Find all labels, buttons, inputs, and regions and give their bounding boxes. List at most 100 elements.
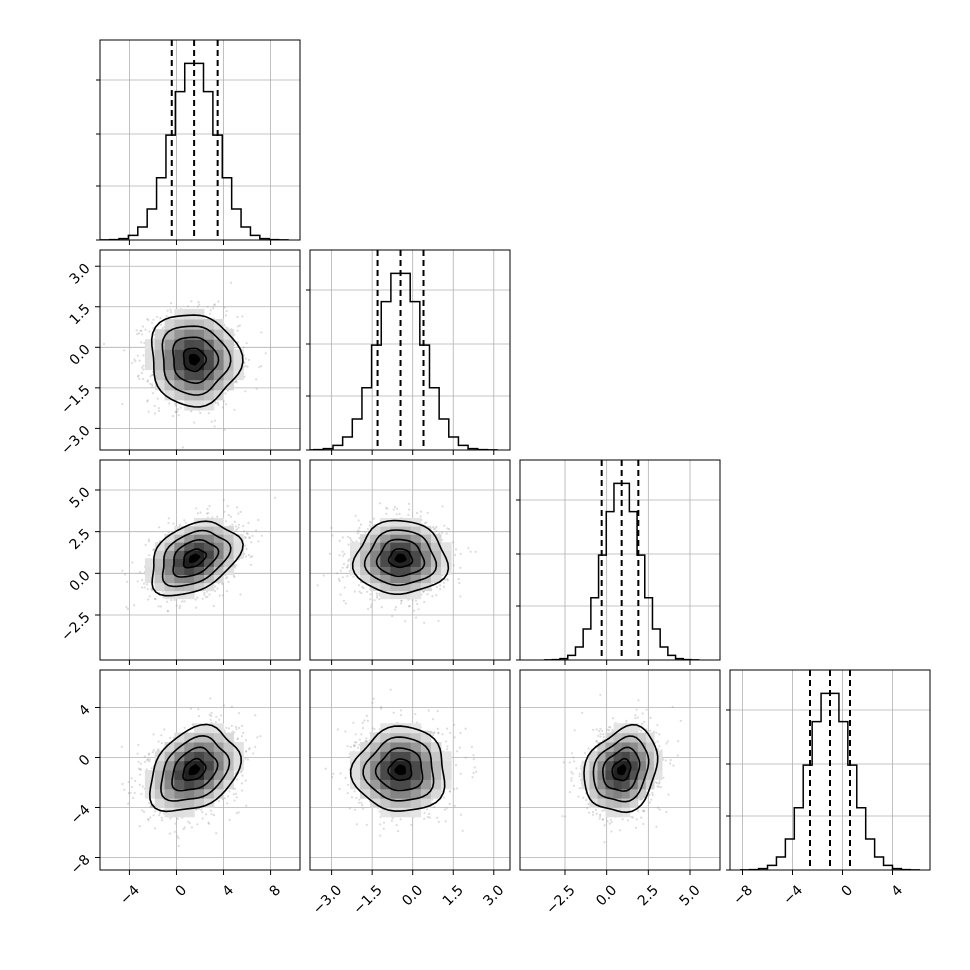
- scatter-point: [229, 515, 232, 518]
- y-tick-label: −3.0: [58, 423, 93, 458]
- scatter-point: [223, 306, 226, 309]
- scatter-point: [237, 512, 240, 515]
- scatter-point: [222, 498, 225, 501]
- scatter-point: [233, 408, 236, 411]
- density-cell: [380, 558, 391, 567]
- scatter-point: [407, 605, 411, 608]
- density-cell: [184, 526, 195, 535]
- scatter-point: [380, 606, 383, 609]
- scatter-point: [245, 555, 248, 558]
- scatter-point: [260, 331, 263, 334]
- scatter-point: [349, 536, 352, 540]
- scatter-point: [446, 578, 449, 581]
- scatter-point: [356, 529, 359, 532]
- scatter-point: [459, 552, 462, 556]
- density-cell: [204, 542, 215, 551]
- scatter-point: [127, 802, 130, 805]
- scatter-point: [394, 606, 397, 609]
- density-cell: [410, 550, 422, 559]
- density-cell: [233, 542, 244, 551]
- scatter-point: [226, 504, 229, 507]
- scatter-point: [223, 510, 226, 513]
- scatter-point: [142, 368, 145, 371]
- scatter-point: [419, 510, 423, 513]
- density-cell: [184, 542, 195, 551]
- scatter-point: [361, 586, 364, 589]
- scatter-point: [413, 609, 416, 612]
- scatter-point: [369, 606, 373, 609]
- scatter-point: [341, 576, 345, 579]
- scatter-point: [136, 375, 139, 378]
- density-cell: [441, 550, 452, 559]
- scatter-point: [153, 404, 156, 407]
- density-cell: [194, 542, 205, 551]
- scatter-point: [362, 586, 365, 590]
- scatter-point: [234, 380, 237, 383]
- scatter-point: [149, 806, 152, 809]
- scatter-point: [416, 602, 419, 606]
- scatter-point: [426, 511, 429, 514]
- density-cell: [154, 574, 166, 584]
- density-cell: [164, 349, 175, 360]
- scatter-point: [216, 515, 219, 518]
- scatter-point: [153, 597, 156, 601]
- density-cell: [213, 542, 225, 551]
- density-cell: [204, 566, 215, 575]
- contour-level-2: [363, 529, 438, 587]
- scatter-point: [146, 380, 149, 383]
- density-cell: [164, 574, 175, 584]
- scatter-point: [245, 532, 248, 535]
- scatter-point: [144, 543, 147, 547]
- density-cell: [223, 558, 234, 567]
- density-cell: [430, 566, 442, 575]
- contour-level-1: [172, 538, 220, 578]
- scatter-point: [224, 326, 227, 329]
- scatter-point: [167, 531, 170, 534]
- scatter-point: [237, 811, 240, 814]
- scatter-point: [435, 594, 438, 597]
- scatter-point: [414, 599, 418, 602]
- contour-level-1: [375, 538, 426, 578]
- scatter-point: [349, 539, 353, 542]
- scatter-point: [344, 602, 347, 605]
- scatter-point: [241, 724, 244, 728]
- density-cell: [213, 534, 225, 543]
- density-cell: [194, 369, 205, 381]
- density-cell: [194, 319, 205, 330]
- scatter-point: [150, 589, 153, 592]
- scatter-point: [235, 564, 238, 567]
- scatter-point: [341, 550, 344, 553]
- scatter-point: [147, 753, 150, 756]
- density-cell: [174, 329, 185, 340]
- density-cell: [194, 339, 205, 350]
- density-cell: [390, 582, 401, 592]
- density-cell: [174, 574, 185, 584]
- density-cell: [194, 329, 205, 340]
- histogram-panel-0: [96, 39, 301, 245]
- density-cell: [144, 566, 156, 575]
- scatter-point: [135, 329, 138, 332]
- scatter-point: [274, 496, 277, 499]
- scatter-point: [435, 529, 438, 532]
- scatter-point: [244, 357, 247, 360]
- scatter-point: [445, 532, 448, 535]
- scatter-point: [154, 597, 157, 601]
- density-cell: [223, 359, 234, 371]
- density-cell: [184, 399, 195, 411]
- scatter-point: [150, 587, 153, 590]
- scatter-point: [230, 281, 233, 284]
- density-cell: [380, 566, 391, 575]
- density-cell: [390, 558, 401, 567]
- scatter-point: [190, 410, 193, 413]
- scatter-point: [457, 578, 460, 581]
- density-cell: [154, 558, 166, 567]
- scatter-point: [346, 564, 350, 567]
- scatter-point: [183, 826, 186, 829]
- scatter-point: [443, 524, 446, 527]
- scatter-point: [224, 577, 228, 580]
- scatter-point: [264, 352, 267, 355]
- scatter-point: [247, 358, 251, 362]
- scatter-point: [193, 421, 196, 424]
- scatter-point: [169, 311, 173, 314]
- scatter-point: [152, 318, 155, 321]
